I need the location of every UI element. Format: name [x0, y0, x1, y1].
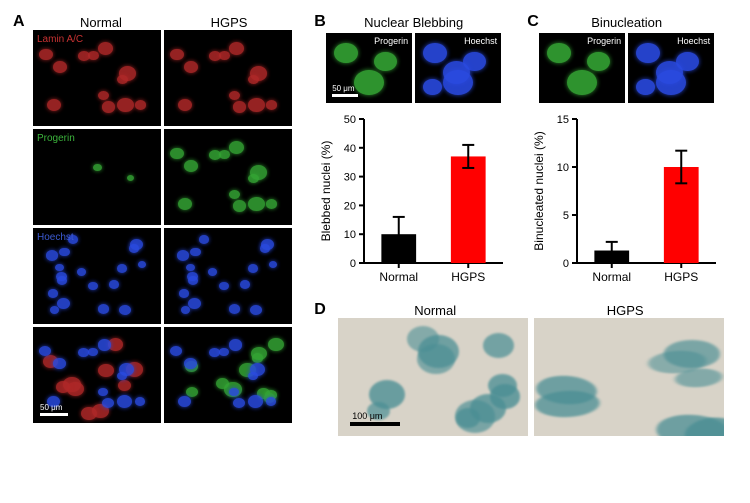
- col-header-normal: Normal: [37, 15, 165, 30]
- scale-bar-label: 100 μm: [352, 411, 382, 421]
- scale-bar: [332, 94, 358, 97]
- channel-label: Progerin: [587, 36, 621, 46]
- panel-c-title: Binucleation: [529, 15, 724, 30]
- panel-a: A Normal HGPS Lamin A/C Progerin Hoechst 50…: [15, 15, 304, 436]
- fluorescence-image: [164, 327, 292, 423]
- panel-d-label: D: [314, 301, 326, 319]
- col-header-hgps-d: HGPS: [530, 303, 720, 318]
- fluorescence-image: Hoechst: [415, 33, 501, 103]
- fluorescence-image: Progerin: [539, 33, 625, 103]
- x-tick-label: Normal: [593, 270, 632, 284]
- fluorescence-image: Lamin A/C: [33, 30, 161, 126]
- panel-a-grid: Lamin A/C Progerin Hoechst 50 μm: [33, 30, 304, 423]
- panel-c-label: C: [527, 13, 539, 31]
- channel-label: Progerin: [374, 36, 408, 46]
- scale-bar-label: 50 μm: [332, 84, 354, 93]
- fluorescence-image: Progerin 50 μm: [326, 33, 412, 103]
- panel-a-row: Lamin A/C: [33, 30, 304, 126]
- y-tick-label: 0: [350, 258, 356, 270]
- fluorescence-image: [164, 30, 292, 126]
- scale-bar: [350, 422, 400, 426]
- scale-bar-label: 50 μm: [40, 403, 62, 412]
- y-tick-label: 10: [557, 162, 569, 174]
- fluorescence-image: [164, 228, 292, 324]
- fluorescence-image: [164, 129, 292, 225]
- panel-c: C Binucleation Progerin Hoechst 0 5 10 15 Bin…: [529, 15, 724, 291]
- panel-c-images: Progerin Hoechst: [529, 33, 724, 103]
- y-tick-label: 0: [563, 258, 569, 270]
- y-tick-label: 5: [563, 210, 569, 222]
- x-tick-label: Normal: [380, 270, 419, 284]
- right-column: B Nuclear Blebbing Progerin50 μmHoechst …: [316, 15, 735, 436]
- panel-c-chart: 0 5 10 15 Binucleated nuclei (%) Normal HGPS: [529, 111, 724, 291]
- y-axis-label: Binucleated nuclei (%): [532, 131, 546, 250]
- y-tick-label: 10: [344, 229, 356, 241]
- panel-b-title: Nuclear Blebbing: [316, 15, 511, 30]
- fluorescence-image: Hoechst: [628, 33, 714, 103]
- channel-label: Hoechst: [464, 36, 497, 46]
- panels-b-c-row: B Nuclear Blebbing Progerin50 μmHoechst …: [316, 15, 735, 291]
- fluorescence-image: 50 μm: [33, 327, 161, 423]
- brightfield-image: 100 μm: [338, 318, 528, 436]
- x-tick-label: HGPS: [451, 270, 485, 284]
- panel-a-row: Hoechst: [33, 228, 304, 324]
- panel-b-images: Progerin 50 μm Hoechst: [316, 33, 511, 103]
- y-tick-label: 15: [557, 114, 569, 126]
- panel-a-label: A: [13, 13, 25, 31]
- channel-label: Progerin: [37, 133, 75, 144]
- fluorescence-image: Progerin: [33, 129, 161, 225]
- panel-a-row: Progerin: [33, 129, 304, 225]
- y-tick-label: 20: [344, 200, 356, 212]
- y-tick-label: 50: [344, 114, 356, 126]
- panel-b: B Nuclear Blebbing Progerin50 μmHoechst …: [316, 15, 511, 291]
- panel-b-chart: 0 10 20 30 40 50 Blebbed nuclei (%) Normal HGPS: [316, 111, 511, 291]
- channel-label: Hoechst: [37, 232, 74, 243]
- y-tick-label: 40: [344, 143, 356, 155]
- panel-a-row: 50 μm: [33, 327, 304, 423]
- y-tick-label: 30: [344, 172, 356, 184]
- col-header-normal-d: Normal: [340, 303, 530, 318]
- brightfield-image: [534, 318, 724, 436]
- col-header-hgps: HGPS: [165, 15, 293, 30]
- panel-b-label: B: [314, 13, 326, 31]
- panel-d-images: 100 μm: [338, 318, 735, 436]
- x-tick-label: HGPS: [664, 270, 698, 284]
- panel-d: D Normal HGPS 100 μm: [316, 303, 735, 436]
- scale-bar: [40, 413, 68, 416]
- channel-label: Hoechst: [677, 36, 710, 46]
- panel-a-col-headers: Normal HGPS: [37, 15, 304, 30]
- bar: [451, 156, 486, 263]
- fluorescence-image: Hoechst: [33, 228, 161, 324]
- panel-d-col-headers: Normal HGPS: [340, 303, 735, 318]
- figure-root: A Normal HGPS Lamin A/CProgerinHoechst50…: [15, 15, 735, 436]
- channel-label: Lamin A/C: [37, 34, 83, 45]
- y-axis-label: Blebbed nuclei (%): [319, 141, 333, 242]
